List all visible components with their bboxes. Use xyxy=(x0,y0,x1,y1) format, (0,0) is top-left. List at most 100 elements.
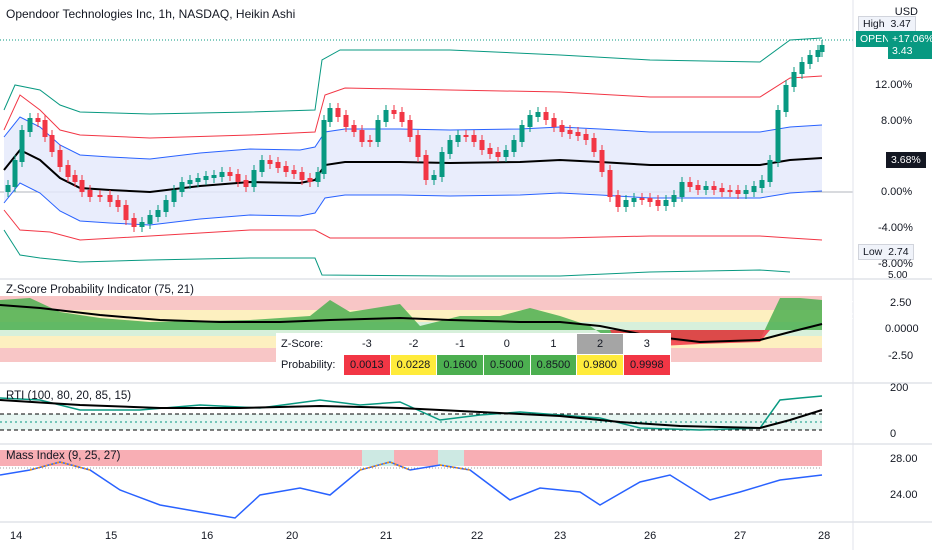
candle xyxy=(5,180,11,197)
zscore-cell: -2 xyxy=(389,333,438,355)
rti-title[interactable]: RTI (100, 80, 20, 85, 15) xyxy=(6,390,132,402)
candle-body xyxy=(35,118,41,122)
candle xyxy=(519,120,525,147)
zscore-band-label: 3.37 xyxy=(834,300,854,311)
zscore-band-label: 3.22 xyxy=(834,311,854,322)
mass-title[interactable]: Mass Index (9, 25, 27) xyxy=(6,450,121,462)
x-axis-tick: 21 xyxy=(380,530,393,542)
candle xyxy=(463,130,469,142)
candle-body xyxy=(471,135,477,142)
candle xyxy=(235,169,241,187)
candle xyxy=(455,130,461,147)
candle xyxy=(163,195,169,217)
zscore-band-upper xyxy=(0,310,822,322)
candle xyxy=(775,105,781,167)
candle-body xyxy=(543,112,549,120)
candle xyxy=(147,210,153,229)
x-axis-tick: 28 xyxy=(818,530,831,542)
candle xyxy=(439,147,445,182)
candle-body xyxy=(65,165,71,177)
candle-body xyxy=(219,172,225,177)
candle xyxy=(335,103,341,122)
candle-body xyxy=(211,175,217,178)
candle xyxy=(559,120,565,137)
zscore-probability-table: Z-Score: -3 -2 -1 0 1 2 3 Probability: 0… xyxy=(276,333,671,376)
candle-body xyxy=(807,55,813,64)
candle-body xyxy=(695,185,701,190)
candle xyxy=(815,45,821,62)
candle xyxy=(511,135,517,157)
candle-body xyxy=(703,186,709,190)
candle-body xyxy=(751,186,757,192)
candle-body xyxy=(203,176,209,180)
rti-pane xyxy=(0,395,823,431)
candle xyxy=(679,177,685,202)
price-axis-tick: 8.00% xyxy=(881,115,913,127)
candle xyxy=(131,213,137,232)
candle-body xyxy=(631,198,637,202)
mid-lower-band xyxy=(3,182,823,226)
candle xyxy=(591,133,597,157)
candle xyxy=(423,150,429,185)
mass-zone xyxy=(0,450,822,466)
candle xyxy=(321,115,327,179)
candle-body xyxy=(195,178,201,182)
candle xyxy=(703,181,709,195)
candle-body xyxy=(375,120,381,142)
candle-body xyxy=(671,195,677,202)
probability-cell: 0.9800 xyxy=(576,354,624,376)
candle xyxy=(315,167,321,187)
candle-body xyxy=(147,215,153,224)
candle-body xyxy=(291,170,297,174)
candle-body xyxy=(27,118,33,132)
candle xyxy=(663,195,669,211)
candle xyxy=(807,50,813,69)
candle xyxy=(243,175,249,192)
open-percent: +17.06% xyxy=(892,33,932,45)
candle-body xyxy=(791,72,797,87)
candle xyxy=(383,105,389,127)
candle-body xyxy=(815,50,821,57)
candle xyxy=(819,40,825,57)
candle-body xyxy=(243,180,249,187)
candle-body xyxy=(367,140,373,142)
candle-body xyxy=(19,130,25,162)
candle-body xyxy=(663,200,669,206)
price-axis-tick: -4.00% xyxy=(878,222,913,234)
mass-pane xyxy=(0,450,823,519)
candle-body xyxy=(267,160,273,164)
candle-body xyxy=(767,160,773,182)
candle xyxy=(543,107,549,125)
candle-body xyxy=(12,160,18,187)
x-axis-tick: 16 xyxy=(201,530,214,542)
rti-axis-tick: 200 xyxy=(890,382,909,394)
candle-body xyxy=(359,130,365,142)
candle xyxy=(139,217,145,232)
candle xyxy=(187,175,193,189)
chart-title[interactable]: Opendoor Technologies Inc, 1h, NASDAQ, H… xyxy=(6,7,296,21)
candle xyxy=(615,190,621,212)
zscore-pane xyxy=(0,296,823,362)
candle xyxy=(291,165,297,179)
zscore-title[interactable]: Z-Score Probability Indicator (75, 21) xyxy=(6,284,194,296)
mass-axis-tick: 24.00 xyxy=(890,489,918,501)
zscore-cell: 3 xyxy=(622,333,671,355)
candle-body xyxy=(495,152,501,157)
candle-body xyxy=(187,180,193,184)
high-label: High xyxy=(863,18,885,30)
candle xyxy=(219,167,225,182)
zscore-cell: -1 xyxy=(436,333,484,355)
candle xyxy=(275,157,281,173)
candle xyxy=(327,103,333,127)
candle-body xyxy=(567,130,573,134)
currency-label: USD xyxy=(894,6,918,18)
candle xyxy=(767,155,773,187)
candle xyxy=(251,165,257,192)
candle xyxy=(639,193,645,205)
candle-body xyxy=(251,170,257,187)
candle xyxy=(719,183,725,197)
candle xyxy=(799,57,805,79)
candle-body xyxy=(819,45,825,52)
mass-highlight xyxy=(362,450,394,466)
